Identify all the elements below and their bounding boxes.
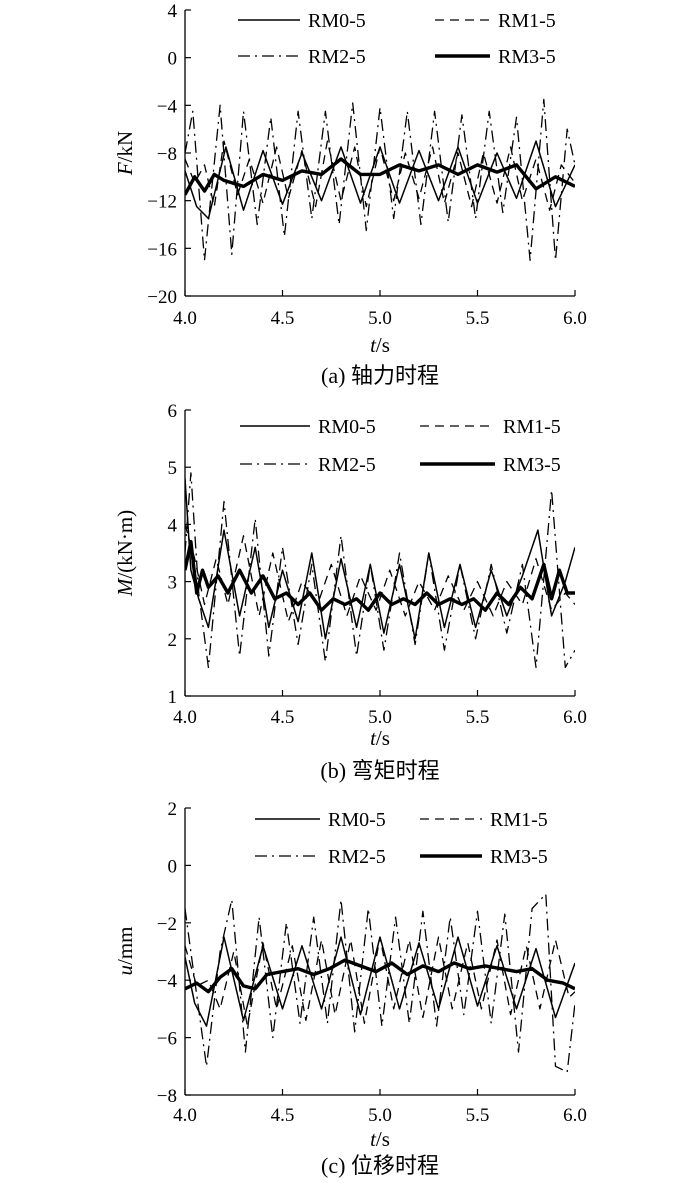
legend-label-rm0-5: RM0-5: [328, 809, 386, 831]
x-tick-label: 5.0: [368, 308, 392, 329]
legend-label-rm2-5: RM2-5: [308, 46, 366, 68]
y-axis-variable: u: [113, 965, 137, 976]
y-axis-unit: /kN: [113, 131, 137, 163]
y-tick-label: −8: [157, 144, 177, 165]
legend-label-rm1-5: RM1-5: [490, 809, 548, 831]
legend-label-rm3-5: RM3-5: [498, 46, 556, 68]
x-axis-unit: /s: [376, 333, 390, 357]
legend-label-rm3-5: RM3-5: [503, 454, 561, 476]
y-tick-label: −2: [157, 914, 177, 935]
x-tick-label: 4.0: [173, 707, 197, 728]
y-tick-label: −12: [147, 192, 177, 213]
chart-panel-c: 2 0 −2 −4 −6 −84.0 4.5 5.0 5.5 6.0 t/s u/mm RM0-5 RM1…: [113, 799, 587, 1178]
x-axis-unit: /s: [376, 726, 390, 750]
series-line-rm1-5: [185, 140, 575, 211]
x-axis-label: t/s: [370, 726, 390, 750]
series-group: [185, 893, 575, 1073]
series-line-rm2-5: [185, 893, 575, 1073]
y-axis-unit: /(kN·m): [113, 510, 137, 579]
panel-caption: (a) 轴力时程: [321, 363, 439, 388]
legend-label-rm0-5: RM0-5: [318, 416, 376, 438]
x-tick-label: 5.0: [368, 707, 392, 728]
y-tick-label: 6: [168, 401, 178, 422]
y-tick-label: 5: [168, 458, 178, 479]
y-tick-label: 1: [168, 687, 178, 708]
x-axis-label: t/s: [370, 1127, 390, 1151]
legend-label-rm1-5: RM1-5: [498, 10, 556, 32]
x-tick-label: 5.5: [466, 707, 490, 728]
y-tick-label: 4: [168, 515, 178, 536]
y-tick-label: 3: [168, 573, 178, 594]
series-line-rm2-5: [185, 472, 575, 669]
y-tick-label: −6: [157, 1029, 177, 1050]
legend: RM0-5 RM1-5 RM2-5 RM3-5: [240, 416, 561, 476]
y-tick-label: −8: [157, 1086, 177, 1107]
legend: RM0-5 RM1-5 RM2-5 RM3-5: [255, 809, 548, 868]
y-tick-label: 2: [168, 799, 178, 820]
x-tick-label: 6.0: [563, 707, 587, 728]
x-tick-label: 6.0: [563, 308, 587, 329]
y-axis-label: u/mm: [113, 926, 137, 975]
series-line-rm3-5: [185, 157, 575, 196]
legend-label-rm2-5: RM2-5: [328, 846, 386, 868]
legend-label-rm0-5: RM0-5: [308, 10, 366, 32]
y-axis-label: F/kN: [113, 131, 137, 176]
x-tick-label: 6.0: [563, 1105, 587, 1126]
series-group: [185, 472, 575, 669]
x-tick-label: 4.5: [271, 707, 295, 728]
x-tick-label: 4.5: [271, 1105, 295, 1126]
y-axis-unit: /mm: [113, 926, 137, 965]
series-group: [185, 98, 575, 261]
legend-label-rm1-5: RM1-5: [503, 416, 561, 438]
legend-label-rm2-5: RM2-5: [318, 454, 376, 476]
y-tick-label: −16: [147, 239, 177, 260]
x-tick-label: 4.5: [271, 308, 295, 329]
x-tick-label: 5.5: [466, 1105, 490, 1126]
panel-caption: (b) 弯矩时程: [320, 758, 439, 783]
y-axis-label: M/(kN·m): [113, 510, 137, 597]
legend: RM0-5 RM1-5 RM2-5 RM3-5: [238, 10, 556, 68]
x-axis-variable: t: [370, 726, 377, 750]
series-line-rm1-5: [185, 936, 575, 1027]
x-tick-label: 4.0: [173, 1105, 197, 1126]
y-tick-label: 0: [168, 49, 178, 70]
y-axis-variable: F: [113, 162, 137, 176]
x-tick-label: 5.0: [368, 1105, 392, 1126]
series-line-rm2-5: [185, 98, 575, 261]
y-axis-variable: M: [113, 577, 137, 597]
series-line-rm0-5: [185, 478, 575, 640]
series-line-rm1-5: [185, 524, 575, 623]
y-tick-label: 0: [168, 856, 178, 877]
y-tick-label: −4: [157, 96, 178, 117]
x-axis-variable: t: [370, 1127, 377, 1151]
series-line-rm3-5: [185, 539, 575, 612]
x-axis-unit: /s: [376, 1127, 390, 1151]
x-tick-label: 5.5: [466, 308, 490, 329]
x-tick-label: 4.0: [173, 308, 197, 329]
series-line-rm0-5: [185, 936, 575, 1027]
x-axis-label: t/s: [370, 333, 390, 357]
series-line-rm0-5: [185, 140, 575, 220]
y-tick-label: 2: [168, 630, 178, 651]
y-tick-label: 4: [168, 1, 178, 22]
series-line-rm3-5: [185, 958, 575, 994]
x-axis-variable: t: [370, 333, 377, 357]
chart-panel-a: 4 0 −4 −8 −12 −16 −204.0 4.5 5.0 5.5 6.0 t/s F/kN RM0…: [113, 1, 587, 388]
legend-label-rm3-5: RM3-5: [490, 846, 548, 868]
y-tick-label: −20: [147, 287, 177, 308]
y-tick-label: −4: [157, 971, 178, 992]
panel-caption: (c) 位移时程: [321, 1153, 439, 1178]
chart-panel-b: 6 5 4 3 2 14.0 4.5 5.0 5.5 6.0 t/s M/(kN·m) RM0-5 RM1…: [113, 401, 587, 783]
